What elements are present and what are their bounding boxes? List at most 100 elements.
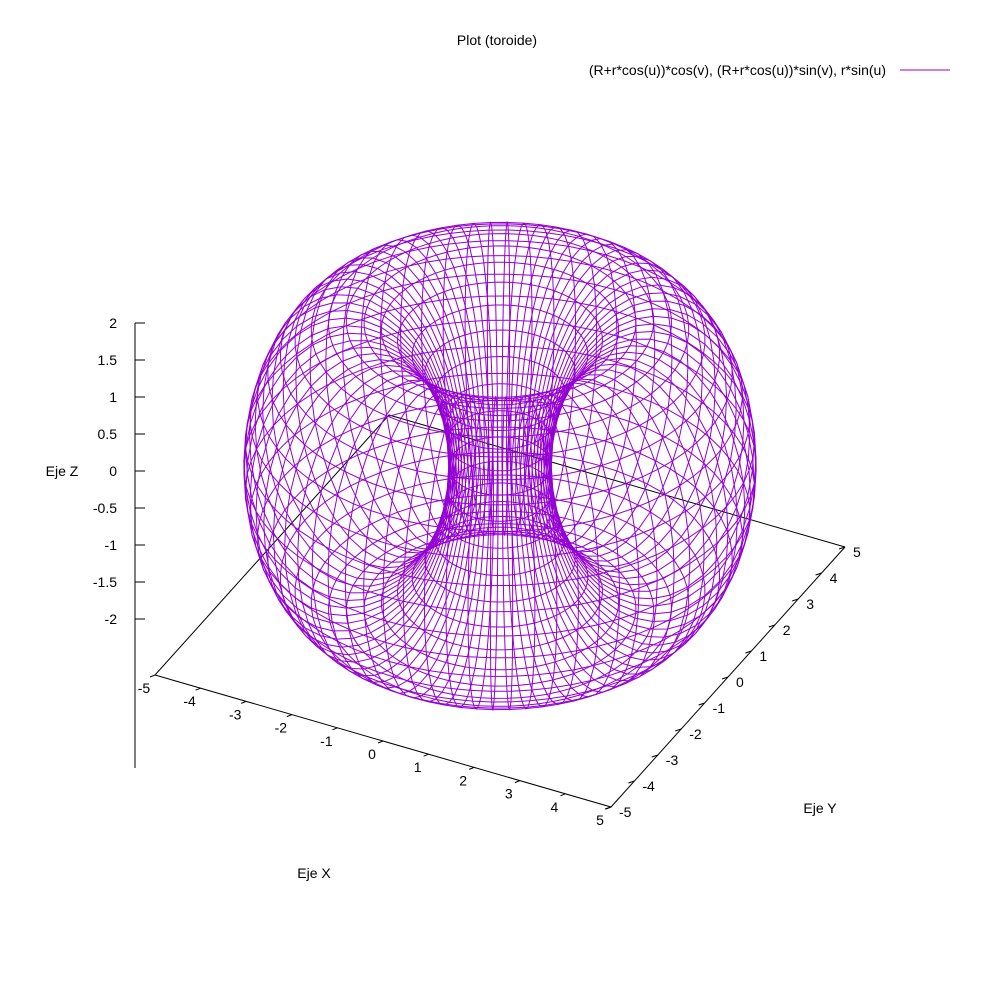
mesh-line-v xyxy=(542,363,718,661)
mesh-line-v xyxy=(489,395,499,712)
z-tick-label: -1.5 xyxy=(93,574,117,590)
z-tick-label: 1 xyxy=(109,389,117,405)
mesh-line-v xyxy=(548,292,745,586)
y-tick-label: -1 xyxy=(713,700,726,716)
y-tick-mark xyxy=(745,650,752,654)
mesh-line-v xyxy=(537,374,691,675)
z-tick-label: -0.5 xyxy=(93,500,117,516)
mesh-line-v xyxy=(421,227,485,539)
mesh-line-v xyxy=(263,352,454,648)
mesh-line-v xyxy=(445,395,490,708)
mesh-line-v xyxy=(344,383,470,689)
y-tick-label: -4 xyxy=(642,778,655,794)
mesh-line-v xyxy=(533,249,673,553)
mesh-line-v xyxy=(382,389,478,699)
z-tick-label: 2 xyxy=(109,315,117,331)
mesh-line-v xyxy=(467,396,495,710)
y-tick-mark xyxy=(815,572,822,576)
mesh-line-v xyxy=(518,229,598,541)
x-tick-mark xyxy=(423,753,429,757)
mesh-line-v xyxy=(540,369,705,668)
mesh-line-v xyxy=(297,370,461,670)
mesh-line-v xyxy=(342,244,470,550)
torus-surface xyxy=(243,220,757,712)
y-tick-label: -5 xyxy=(619,804,632,820)
x-tick-label: 0 xyxy=(368,746,376,762)
mesh-line-u xyxy=(249,372,751,659)
x-tick-label: -4 xyxy=(183,693,196,709)
base-back-edges xyxy=(154,414,846,676)
y-tick-mark xyxy=(604,806,612,810)
x-tick-label: -1 xyxy=(320,733,333,749)
mesh-line-v xyxy=(249,340,451,632)
z-tick-label: -2 xyxy=(105,611,118,627)
chart-title: Plot (toroide) xyxy=(457,32,537,48)
mesh-line-v xyxy=(546,351,738,646)
y-axis-label: Eje Y xyxy=(803,800,837,816)
axes-front xyxy=(134,323,846,808)
mesh-line-v xyxy=(539,262,703,562)
mesh-line-v xyxy=(245,332,450,624)
mesh-line-v xyxy=(515,393,579,705)
y-tick-mark xyxy=(628,780,635,784)
y-tick-label: 1 xyxy=(759,648,767,664)
axes-back xyxy=(154,414,846,676)
mesh-line-v xyxy=(519,391,600,702)
mesh-line-v xyxy=(527,385,640,693)
y-tick-mark xyxy=(675,728,682,732)
mesh-line-v xyxy=(506,395,536,710)
x-tick-mark xyxy=(195,687,201,691)
mesh-line-v xyxy=(255,346,452,640)
z-tick-label: 0.5 xyxy=(98,426,118,442)
z-axis-label: Eje Z xyxy=(46,463,79,479)
mesh-line-v xyxy=(501,395,514,711)
mesh-line-v xyxy=(400,230,481,541)
x-tick-label: 5 xyxy=(596,812,604,828)
mesh-line-v xyxy=(262,286,454,581)
mesh-line-v xyxy=(505,222,533,536)
z-tick-label: 0 xyxy=(109,463,117,479)
y-tick-label: 5 xyxy=(853,544,861,560)
mesh-line-v xyxy=(311,375,463,677)
y-tick-mark xyxy=(721,676,729,680)
x-tick-mark xyxy=(149,674,156,678)
z-tick-label: 1.5 xyxy=(98,352,118,368)
x-tick-label: -3 xyxy=(229,706,242,722)
x-tick-label: -5 xyxy=(138,680,151,696)
x-tick-mark xyxy=(332,727,338,731)
mesh-line-v xyxy=(530,382,658,688)
mesh-line-v xyxy=(327,379,467,683)
x-tick-mark xyxy=(377,740,384,744)
y-tick-label: -3 xyxy=(666,752,679,768)
mesh-line-v xyxy=(423,393,486,706)
y-tick-mark xyxy=(838,546,846,550)
x-tick-label: -2 xyxy=(275,720,288,736)
mesh-line-v xyxy=(534,378,675,682)
x-tick-mark xyxy=(514,780,520,784)
y-tick-label: 4 xyxy=(830,570,838,586)
mesh-line-v xyxy=(360,239,473,547)
mesh-line-v xyxy=(363,386,474,694)
mesh-line-u xyxy=(249,273,751,560)
y-tick-label: -2 xyxy=(689,726,702,742)
y-tick-label: 2 xyxy=(783,622,791,638)
y-tick-mark xyxy=(768,624,775,628)
z-tick-label: -1 xyxy=(105,537,118,553)
y-tick-mark xyxy=(698,702,705,706)
y-tick-label: 3 xyxy=(806,596,814,612)
mesh-line-v xyxy=(523,388,621,698)
x-tick-mark xyxy=(241,700,247,704)
x-tick-mark xyxy=(469,766,475,770)
mesh-line-v xyxy=(514,226,577,539)
mesh-line-v xyxy=(549,300,751,592)
mesh-line-v xyxy=(501,220,511,537)
x-tick-label: 2 xyxy=(459,772,467,788)
x-tick-label: 3 xyxy=(505,786,513,802)
mesh-line-v xyxy=(254,294,452,587)
x-axis-label: Eje X xyxy=(297,865,331,881)
x-tick-mark xyxy=(286,714,292,718)
mesh-line-v xyxy=(548,345,746,638)
mesh-line-v xyxy=(272,359,456,656)
